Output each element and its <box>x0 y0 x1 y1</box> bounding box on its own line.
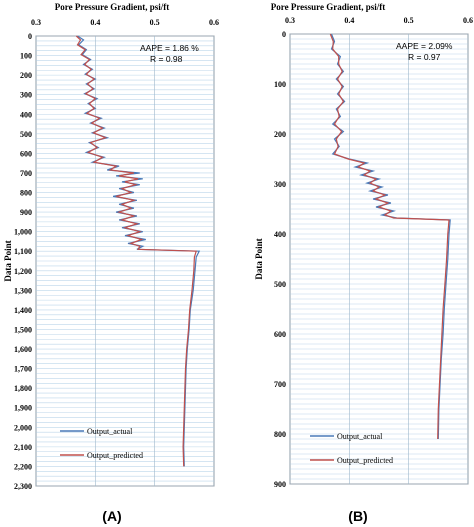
panel-a-y-tick-label: 800 <box>20 189 32 198</box>
panel-a-y-ticks: 0 100 200 300 400 500 600 700 800 900 1,000 1,100 1,… <box>14 32 32 491</box>
panel-b-y-ticks: 0 100 200 300 400 500 600 700 800 900 <box>274 30 286 489</box>
panel-b-y-tick-label: 500 <box>274 280 286 289</box>
panel-a-y-tick-label: 2,300 <box>14 482 32 491</box>
panel-a-label: (A) <box>102 508 121 524</box>
panel-a-legend: Output_actual Output_predicted <box>60 427 143 460</box>
panel-b-y-tick-label: 600 <box>274 330 286 339</box>
panel-a-y-tick-label: 2,000 <box>14 423 32 432</box>
panel-a-x-tick-label: 0.3 <box>31 18 41 27</box>
panel-b-legend: Output_actual Output_predicted <box>310 432 393 465</box>
panel-a-x-tick-label: 0.6 <box>209 18 219 27</box>
panel-a-y-tick-label: 1,200 <box>14 267 32 276</box>
panel-b-x-ticks: 0.3 0.4 0.5 0.6 <box>285 16 473 25</box>
panel-a-y-tick-label: 900 <box>20 208 32 217</box>
panel-a-y-tick-label: 1,600 <box>14 345 32 354</box>
panel-a-series-predicted-line <box>75 35 198 467</box>
panel-b-chart: Pore Pressure Gradient, psi/ft 0.3 0.4 0.5… <box>254 2 473 524</box>
panel-a-y-tick-label: 200 <box>20 71 32 80</box>
panel-a-y-tick-label: 500 <box>20 130 32 139</box>
panel-a-y-tick-label: 1,000 <box>14 228 32 237</box>
panel-b-x-tick-label: 0.3 <box>285 16 295 25</box>
panel-b-y-tick-label: 300 <box>274 180 286 189</box>
panel-b-series-actual-line <box>330 33 451 440</box>
panel-a-chart: Pore Pressure Gradient, psi/ft 0.3 0.4 0.5… <box>3 2 219 524</box>
panel-a-y-tick-label: 1,700 <box>14 365 32 374</box>
panel-b-y-axis-label: Data Point <box>254 238 264 279</box>
panel-a-title: Pore Pressure Gradient, psi/ft <box>55 2 170 12</box>
panel-b-y-tick-label: 100 <box>274 80 286 89</box>
panel-a-legend-predicted-label: Output_predicted <box>87 451 143 460</box>
panel-a-y-tick-label: 2,200 <box>14 462 32 471</box>
panel-a-y-axis-label: Data Point <box>3 240 13 281</box>
panel-a-y-tick-label: 600 <box>20 149 32 158</box>
panel-b-legend-predicted-label: Output_predicted <box>337 456 393 465</box>
panel-b-y-tick-label: 400 <box>274 230 286 239</box>
panel-b-r: R = 0.97 <box>408 52 441 62</box>
panel-b-y-tick-label: 900 <box>274 480 286 489</box>
panel-a-y-tick-label: 100 <box>20 52 32 61</box>
panel-a-y-tick-label: 0 <box>28 32 32 41</box>
panel-a-y-tick-label: 1,400 <box>14 306 32 315</box>
panel-a-x-ticks: 0.3 0.4 0.5 0.6 <box>31 18 219 27</box>
panel-a-y-tick-label: 1,800 <box>14 384 32 393</box>
panel-a-y-tick-label: 1,100 <box>14 247 32 256</box>
panel-b-series-predicted-line <box>329 33 450 440</box>
panel-b-aape: AAPE = 2.09% <box>396 41 453 51</box>
panel-a-x-tick-label: 0.5 <box>150 18 160 27</box>
panel-a-r: R = 0.98 <box>150 54 183 64</box>
panel-b-y-tick-label: 200 <box>274 130 286 139</box>
panel-b-x-tick-label: 0.6 <box>463 16 473 25</box>
panel-b-title: Pore Pressure Gradient, psi/ft <box>271 2 386 12</box>
panel-a-y-tick-label: 1,500 <box>14 325 32 334</box>
panel-b-x-tick-label: 0.5 <box>404 16 414 25</box>
panel-a-y-tick-label: 400 <box>20 110 32 119</box>
panel-b-label: (B) <box>348 508 367 524</box>
panel-b-y-tick-label: 700 <box>274 380 286 389</box>
panel-b-grid <box>289 33 469 485</box>
panel-a-y-tick-label: 1,900 <box>14 404 32 413</box>
panel-a-y-tick-label: 700 <box>20 169 32 178</box>
panel-a-y-tick-label: 300 <box>20 91 32 100</box>
panel-a-x-tick-label: 0.4 <box>90 18 100 27</box>
panel-a-y-tick-label: 2,100 <box>14 443 32 452</box>
panel-a-legend-actual-label: Output_actual <box>87 427 133 436</box>
panel-b-y-tick-label: 800 <box>274 430 286 439</box>
panel-a-y-tick-label: 1,300 <box>14 286 32 295</box>
panel-a-grid <box>35 35 215 487</box>
panel-b-legend-actual-label: Output_actual <box>337 432 383 441</box>
panel-b-y-tick-label: 0 <box>282 30 286 39</box>
panel-b-x-tick-label: 0.4 <box>344 16 354 25</box>
panel-a-aape: AAPE = 1.86 % <box>140 43 199 53</box>
